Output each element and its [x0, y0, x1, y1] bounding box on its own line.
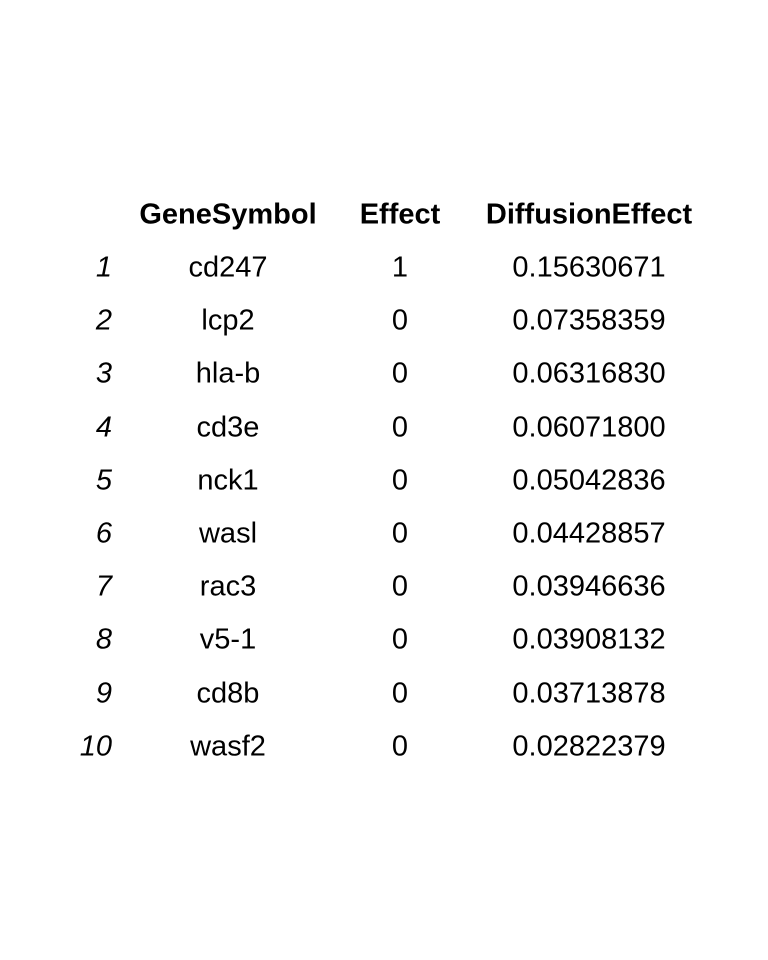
cell-genesymbol: cd3e: [196, 411, 260, 444]
column-header-genesymbol: GeneSymbol: [139, 198, 317, 231]
cell-diffusioneffect: 0.03908132: [512, 623, 666, 656]
row-number: 2: [95, 304, 112, 337]
row-number: 9: [95, 677, 112, 710]
cell-genesymbol: lcp2: [201, 304, 255, 337]
cell-diffusioneffect: 0.06316830: [512, 357, 666, 390]
row-number: 3: [95, 357, 112, 390]
cell-effect: 0: [391, 623, 409, 656]
cell-effect: 0: [391, 411, 409, 444]
row-number: 1: [95, 251, 112, 284]
cell-genesymbol: v5-1: [199, 623, 257, 656]
cell-genesymbol: cd8b: [196, 677, 260, 710]
cell-diffusioneffect: 0.04428857: [512, 517, 666, 550]
cell-effect: 0: [391, 570, 409, 603]
row-number: 4: [95, 411, 112, 444]
cell-effect: 0: [391, 677, 409, 710]
cell-effect: 0: [391, 304, 409, 337]
cell-genesymbol: wasf2: [190, 730, 266, 763]
cell-effect: 0: [391, 517, 409, 550]
cell-diffusioneffect: 0.02822379: [512, 730, 666, 763]
cell-effect: 0: [391, 464, 409, 497]
cell-diffusioneffect: 0.03713878: [512, 677, 666, 710]
cell-genesymbol: nck1: [197, 464, 259, 497]
cell-effect: 0: [391, 730, 409, 763]
cell-effect: 1: [391, 251, 409, 284]
cell-diffusioneffect: 0.05042836: [512, 464, 666, 497]
cell-genesymbol: hla-b: [195, 357, 261, 390]
row-number: 8: [95, 623, 112, 656]
cell-genesymbol: cd247: [188, 251, 268, 284]
row-number: 10: [79, 730, 112, 763]
column-header-diffusioneffect: DiffusionEffect: [485, 198, 693, 231]
column-header-effect: Effect: [359, 198, 441, 231]
cell-genesymbol: wasl: [198, 517, 258, 550]
row-number: 7: [95, 570, 112, 603]
cell-diffusioneffect: 0.07358359: [512, 304, 666, 337]
row-number: 6: [95, 517, 112, 550]
cell-effect: 0: [391, 357, 409, 390]
cell-genesymbol: rac3: [199, 570, 257, 603]
row-number: 5: [95, 464, 112, 497]
cell-diffusioneffect: 0.03946636: [512, 570, 666, 603]
cell-diffusioneffect: 0.06071800: [512, 411, 666, 444]
cell-diffusioneffect: 0.15630671: [512, 251, 666, 284]
